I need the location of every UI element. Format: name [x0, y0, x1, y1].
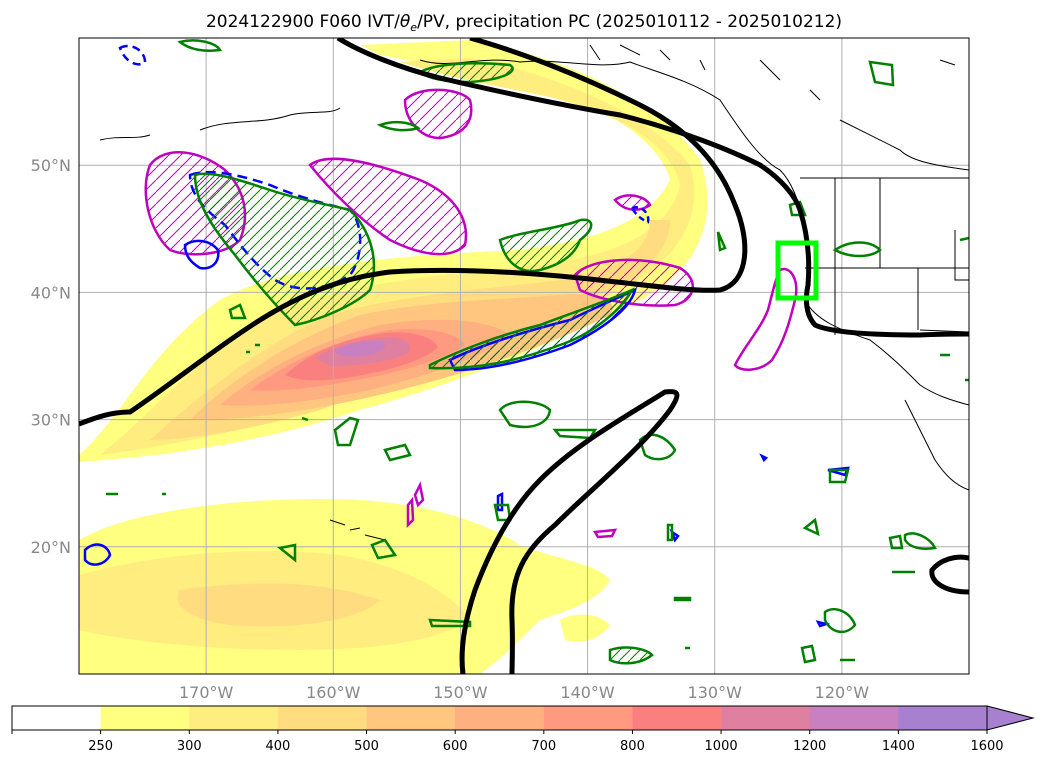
colorbar-swatch	[366, 706, 456, 730]
colorbar-label: 1400	[882, 739, 915, 754]
colorbar-label: 400	[265, 739, 290, 754]
colorbar-label: 250	[88, 739, 113, 754]
colorbar-frame	[11, 705, 988, 731]
x-tick-label: 130°W	[688, 683, 743, 702]
map-frame	[78, 37, 970, 675]
y-tick-label: 30°N	[31, 411, 71, 430]
x-tick-labels: 170°W 160°W 150°W 140°W 130°W 120°W	[179, 683, 869, 702]
target-region-box	[775, 240, 819, 301]
gridlines	[79, 38, 969, 674]
x-tick-label: 160°W	[306, 683, 361, 702]
y-tick-label: 50°N	[31, 156, 71, 175]
colorbar-swatch	[455, 706, 545, 730]
colorbar-label: 1000	[705, 739, 738, 754]
x-tick-label: 120°W	[815, 683, 870, 702]
x-tick-label: 170°W	[179, 683, 234, 702]
colorbar-extend-arrow	[986, 705, 1035, 731]
colorbar-swatch	[12, 706, 102, 730]
colorbar-label: 500	[354, 739, 379, 754]
colorbar-swatch	[632, 706, 722, 730]
colorbar: 250 300 400 500 600 700 800 1000 1200 1400 1600	[11, 705, 1035, 754]
colorbar-label: 1600	[970, 739, 1003, 754]
colorbar-label: 600	[443, 739, 468, 754]
chart-title: 2024122900 F060 IVT/θe/PV, precipitation…	[206, 12, 842, 34]
colorbar-label: 800	[620, 739, 645, 754]
colorbar-swatch	[543, 706, 633, 730]
colorbar-swatch	[898, 706, 988, 730]
colorbar-swatch	[189, 706, 279, 730]
map-panel	[79, 38, 969, 674]
colorbar-label: 1200	[793, 739, 826, 754]
x-tick-label: 140°W	[560, 683, 615, 702]
colorbar-swatch	[809, 706, 899, 730]
colorbar-label: 300	[177, 739, 202, 754]
y-tick-labels: 20°N 30°N 40°N 50°N	[31, 156, 71, 557]
ivt-shading	[79, 40, 708, 674]
colorbar-swatch	[100, 706, 190, 730]
colorbar-swatch	[721, 706, 811, 730]
y-tick-label: 20°N	[31, 538, 71, 557]
y-tick-label: 40°N	[31, 283, 71, 302]
pv-contours	[79, 38, 969, 674]
colorbar-swatch	[277, 706, 368, 730]
x-tick-label: 150°W	[433, 683, 488, 702]
colorbar-label: 700	[531, 739, 556, 754]
